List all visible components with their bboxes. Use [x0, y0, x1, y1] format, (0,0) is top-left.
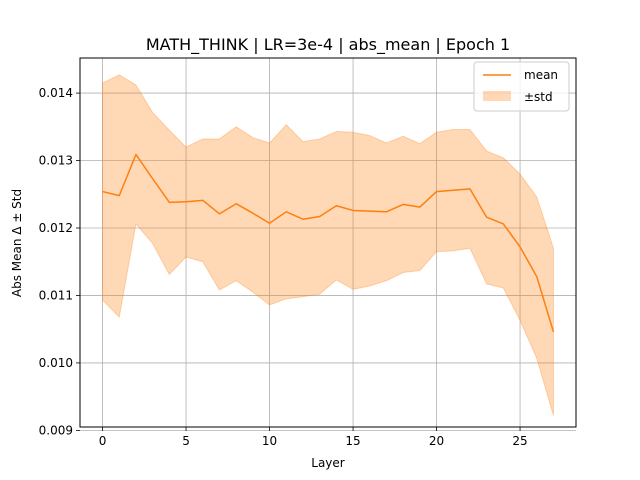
x-tick-label: 10	[262, 434, 277, 448]
x-tick-label: 0	[99, 434, 107, 448]
y-axis-ticks: 0.009 0.010 0.011 0.012 0.013 0.014	[39, 86, 80, 437]
x-axis-ticks: 0 5 10 15 20 25	[99, 427, 528, 448]
std-band	[102, 74, 554, 416]
std-band-layer	[102, 74, 554, 416]
y-tick-label: 0.009	[39, 423, 73, 437]
grid	[80, 58, 576, 431]
mean-line	[102, 153, 555, 333]
x-axis-label: Layer	[311, 456, 345, 470]
chart-title: MATH_THINK | LR=3e-4 | abs_mean | Epoch …	[146, 35, 510, 55]
y-tick-label: 0.014	[39, 86, 73, 100]
plot-frame	[79, 57, 577, 428]
x-tick-label: 15	[345, 434, 360, 448]
legend: mean ±std	[473, 61, 570, 112]
x-tick-label: 25	[512, 434, 527, 448]
y-axis-label: Abs Mean Δ ± Std	[10, 189, 24, 297]
x-tick-label: 20	[429, 434, 444, 448]
legend-std-swatch	[483, 91, 511, 101]
y-tick-label: 0.011	[39, 288, 73, 302]
x-tick-label: 5	[182, 434, 190, 448]
y-tick-label: 0.013	[39, 154, 73, 168]
mean-line-layer	[102, 153, 555, 333]
legend-mean-label: mean	[524, 68, 558, 82]
y-tick-label: 0.012	[39, 221, 73, 235]
legend-std-label: ±std	[524, 90, 553, 104]
y-tick-label: 0.010	[39, 356, 73, 370]
